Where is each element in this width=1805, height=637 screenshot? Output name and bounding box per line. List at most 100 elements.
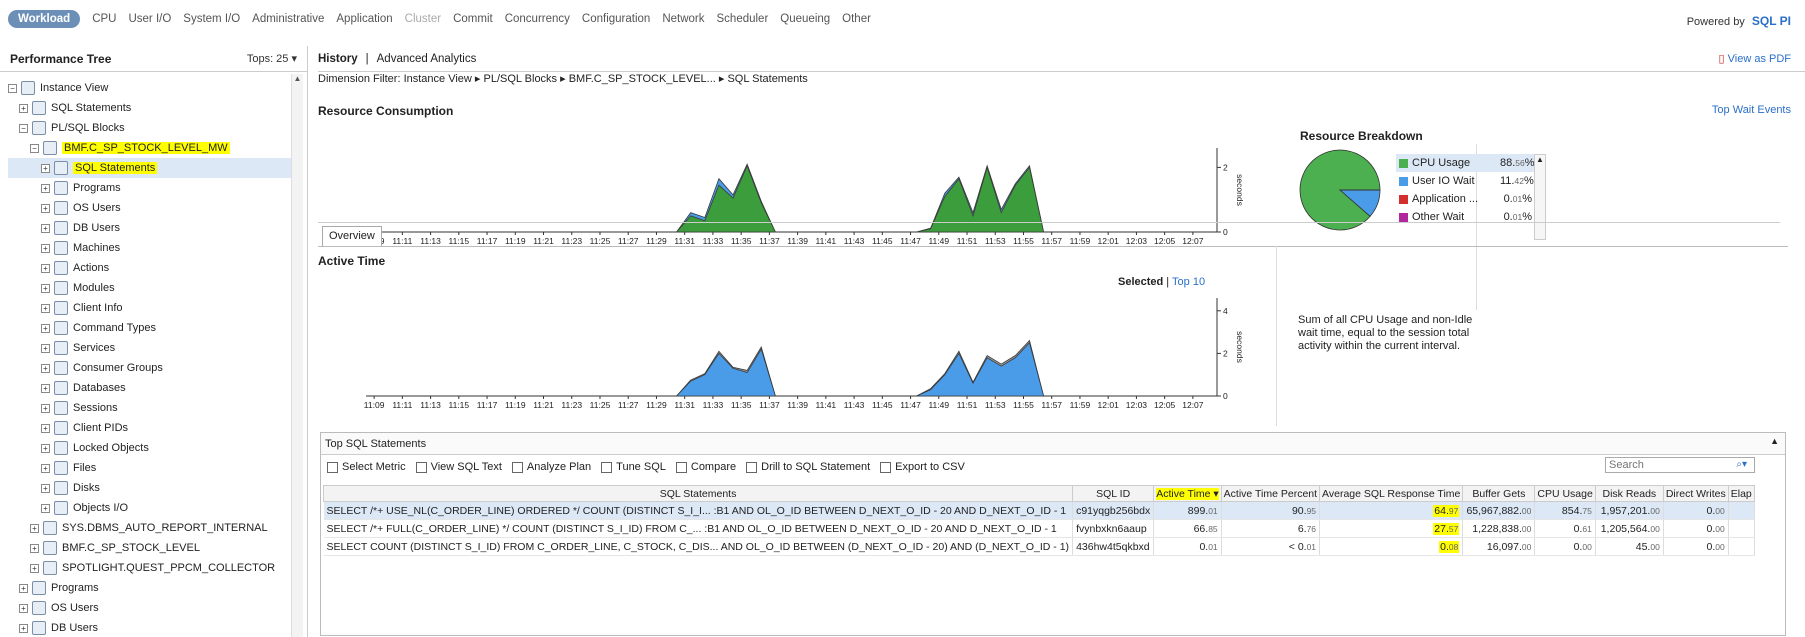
expand-icon[interactable]: +	[41, 423, 50, 433]
expand-icon[interactable]: +	[41, 323, 50, 333]
tree-item[interactable]: + Files	[8, 458, 292, 478]
nav-tab-cluster[interactable]: Cluster	[404, 13, 442, 25]
tree-item[interactable]: + DB Users	[8, 618, 292, 637]
expand-icon[interactable]: +	[30, 563, 39, 573]
expand-icon[interactable]: +	[41, 443, 50, 453]
tree-item[interactable]: + SYS.DBMS_AUTO_REPORT_INTERNAL	[8, 518, 292, 538]
tree-item[interactable]: + Services	[8, 338, 292, 358]
toolbar-analyze-plan-button[interactable]: Analyze Plan	[511, 461, 591, 473]
nav-tab-queueing[interactable]: Queueing	[780, 13, 831, 25]
column-header[interactable]: Elap	[1727, 485, 1755, 502]
tree-item[interactable]: + SPOTLIGHT.QUEST_PPCM_COLLECTOR	[8, 558, 292, 578]
column-header[interactable]: SQL Statements	[322, 485, 1074, 502]
tree-item[interactable]: + Command Types	[8, 318, 292, 338]
tree-item[interactable]: + Disks	[8, 478, 292, 498]
scroll-up-icon[interactable]: ▲	[293, 74, 302, 83]
tree-item[interactable]: + Programs	[8, 178, 292, 198]
column-header[interactable]: Average SQL Response Time	[1319, 485, 1464, 502]
tree-item[interactable]: + Client Info	[8, 298, 292, 318]
toolbar-compare-button[interactable]: Compare	[675, 461, 736, 473]
expand-icon[interactable]: +	[41, 403, 50, 413]
toolbar-view-sql-text-button[interactable]: View SQL Text	[415, 461, 502, 473]
nav-tab-other[interactable]: Other	[842, 13, 871, 25]
expand-icon[interactable]: +	[19, 583, 28, 593]
toolbar-drill-to-sql-statement-button[interactable]: Drill to SQL Statement	[746, 461, 870, 473]
expand-icon[interactable]: +	[30, 523, 39, 533]
column-header[interactable]: Active Time Percent	[1220, 485, 1321, 502]
expand-icon[interactable]: +	[41, 283, 50, 293]
collapse-icon[interactable]: ▲	[1770, 436, 1779, 446]
expand-icon[interactable]: +	[41, 183, 50, 193]
legend-item[interactable]: User IO Wait 11.42%	[1396, 172, 1536, 190]
expand-icon[interactable]: +	[41, 223, 50, 233]
tree-item[interactable]: + DB Users	[8, 218, 292, 238]
tree-item[interactable]: + BMF.C_SP_STOCK_LEVEL	[8, 538, 292, 558]
legend-item[interactable]: Application ... 0.01%	[1396, 190, 1536, 208]
tab-overview[interactable]: Overview	[322, 226, 382, 246]
expand-icon[interactable]: +	[19, 603, 28, 613]
expand-icon[interactable]: +	[30, 543, 39, 553]
table-row[interactable]: SELECT /*+ FULL(C_ORDER_LINE) */ COUNT (…	[323, 519, 1755, 538]
collapse-icon[interactable]: −	[19, 123, 28, 133]
tree-item[interactable]: + Modules	[8, 278, 292, 298]
tree-item[interactable]: − PL/SQL Blocks	[8, 118, 292, 138]
tree-item[interactable]: + SQL Statements	[8, 98, 292, 118]
expand-icon[interactable]: +	[41, 463, 50, 473]
table-row[interactable]: SELECT COUNT (DISTINCT S_I_ID) FROM C_OR…	[323, 537, 1755, 556]
toolbar-tune-sql-button[interactable]: Tune SQL	[601, 461, 666, 473]
search-icon[interactable]: ⌕▾	[1736, 459, 1747, 470]
tab-advanced-analytics[interactable]: Advanced Analytics	[376, 52, 477, 65]
nav-tab-system-i-o[interactable]: System I/O	[183, 13, 241, 25]
expand-icon[interactable]: +	[41, 503, 50, 513]
expand-icon[interactable]: +	[41, 383, 50, 393]
tree-item[interactable]: + Locked Objects	[8, 438, 292, 458]
nav-tab-application[interactable]: Application	[336, 13, 393, 25]
nav-tab-cpu[interactable]: CPU	[92, 13, 117, 25]
search-input[interactable]	[1605, 457, 1755, 473]
legend-scroll-up-icon[interactable]: ▲	[1536, 155, 1544, 164]
nav-tab-concurrency[interactable]: Concurrency	[504, 13, 570, 25]
tree-item[interactable]: + OS Users	[8, 198, 292, 218]
expand-icon[interactable]: +	[19, 103, 28, 113]
collapse-icon[interactable]: −	[8, 83, 17, 93]
expand-icon[interactable]: +	[41, 263, 50, 273]
tab-history[interactable]: History	[318, 52, 358, 65]
top-wait-events-link[interactable]: Top Wait Events	[1711, 104, 1791, 116]
expand-icon[interactable]: +	[41, 243, 50, 253]
column-header[interactable]: Direct Writes	[1662, 485, 1729, 502]
nav-tab-configuration[interactable]: Configuration	[581, 13, 651, 25]
view-as-pdf-link[interactable]: ▯ View as PDF	[1719, 52, 1792, 65]
tree-item[interactable]: + Actions	[8, 258, 292, 278]
expand-icon[interactable]: +	[19, 623, 28, 633]
tops-dropdown[interactable]: Tops: 25 ▾	[246, 53, 297, 65]
top10-link[interactable]: Top 10	[1172, 276, 1206, 288]
toolbar-select-metric-button[interactable]: Select Metric	[327, 461, 406, 473]
tree-item[interactable]: + Consumer Groups	[8, 358, 292, 378]
column-header[interactable]: Buffer Gets	[1462, 485, 1536, 502]
legend-item[interactable]: CPU Usage 88.56%	[1396, 154, 1536, 172]
toolbar-export-to-csv-button[interactable]: Export to CSV	[880, 461, 965, 473]
tree-item[interactable]: + OS Users	[8, 598, 292, 618]
tree-item[interactable]: + Databases	[8, 378, 292, 398]
tree-item[interactable]: + Client PIDs	[8, 418, 292, 438]
legend-item[interactable]: Other Wait 0.01%	[1396, 208, 1536, 226]
nav-tab-workload[interactable]: Workload	[8, 10, 81, 28]
expand-icon[interactable]: +	[41, 303, 50, 313]
tree-item[interactable]: − Instance View	[8, 78, 292, 98]
expand-icon[interactable]: +	[41, 343, 50, 353]
tree-item[interactable]: + Objects I/O	[8, 498, 292, 518]
nav-tab-user-i-o[interactable]: User I/O	[128, 13, 172, 25]
legend-scrollbar[interactable]: ▲	[1534, 154, 1546, 240]
nav-tab-administrative[interactable]: Administrative	[252, 13, 325, 25]
expand-icon[interactable]: +	[41, 163, 50, 173]
tree-item[interactable]: + SQL Statements	[8, 158, 292, 178]
tree-item[interactable]: + Sessions	[8, 398, 292, 418]
selected-label[interactable]: Selected	[1118, 276, 1164, 288]
nav-tab-network[interactable]: Network	[662, 13, 705, 25]
tree-item[interactable]: − BMF.C_SP_STOCK_LEVEL_MW	[8, 138, 292, 158]
nav-tab-scheduler[interactable]: Scheduler	[716, 13, 769, 25]
expand-icon[interactable]: +	[41, 203, 50, 213]
column-header[interactable]: SQL ID	[1072, 485, 1155, 502]
column-header[interactable]: Disk Reads	[1594, 485, 1664, 502]
collapse-icon[interactable]: −	[30, 143, 39, 153]
